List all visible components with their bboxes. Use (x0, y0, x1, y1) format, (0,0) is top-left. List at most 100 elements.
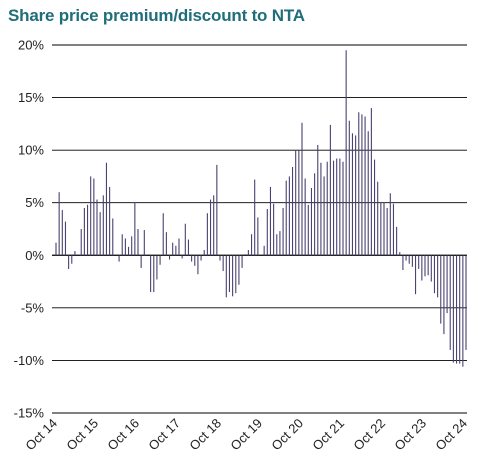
bar (187, 239, 190, 256)
bar (276, 234, 278, 256)
bar (127, 246, 130, 256)
bar (263, 245, 265, 256)
x-tick-label: Oct 16 (104, 416, 142, 454)
bar (279, 231, 281, 256)
bar (266, 209, 268, 256)
bar (361, 114, 363, 256)
bar (465, 255, 467, 350)
bar (285, 180, 287, 256)
bar (200, 255, 202, 261)
bar (336, 158, 338, 256)
bar (273, 203, 275, 256)
bar (257, 217, 259, 256)
bar (298, 150, 300, 256)
bar (247, 250, 249, 256)
bar (219, 255, 221, 261)
bar (389, 193, 391, 256)
bar (323, 176, 325, 256)
bar (282, 207, 284, 256)
bar (178, 238, 180, 256)
bar (437, 255, 439, 298)
bar (295, 150, 297, 256)
y-tick-label: 10% (18, 143, 44, 158)
bar (55, 242, 57, 256)
bar (386, 207, 388, 256)
bar (320, 162, 322, 256)
bar (159, 255, 161, 265)
bars (55, 50, 467, 367)
bar (162, 213, 164, 256)
bar (339, 158, 341, 256)
bar (399, 252, 401, 256)
bar (222, 255, 224, 272)
bar (342, 161, 344, 256)
bar (153, 255, 155, 293)
bar (64, 221, 67, 256)
y-tick-label: -15% (14, 406, 45, 421)
bar (355, 135, 357, 256)
bar (301, 122, 303, 256)
y-tick-label: 15% (18, 90, 44, 105)
bar (314, 173, 316, 256)
bar (143, 230, 145, 256)
gridlines (52, 44, 467, 414)
x-tick-label: Oct 22 (350, 416, 388, 454)
bar (373, 159, 376, 256)
bar (96, 199, 98, 256)
x-tick-label: Oct 21 (309, 416, 347, 454)
bar (370, 108, 372, 256)
bar (254, 179, 256, 256)
bar (250, 234, 253, 256)
bar (288, 176, 290, 256)
bar (440, 255, 442, 324)
x-tick-label: Oct 18 (186, 416, 224, 454)
y-axis-ticks: -15% -10% -5% 0% 5% 10% 15% 20% (14, 38, 45, 421)
bar (244, 254, 246, 256)
bar (424, 255, 426, 277)
bar (449, 255, 451, 350)
bar (402, 255, 404, 271)
bar (291, 166, 294, 256)
bar (102, 195, 104, 256)
bar (380, 202, 382, 256)
x-axis-ticks: Oct 14 Oct 15 Oct 16 Oct 17 Oct 18 Oct 19 Oct … (22, 416, 470, 454)
bar (418, 255, 420, 269)
bar (408, 255, 410, 264)
bar (345, 50, 347, 256)
x-tick-label: Oct 20 (268, 416, 306, 454)
bar (181, 255, 183, 259)
bar (134, 202, 136, 256)
bar (225, 255, 227, 298)
bar (83, 207, 85, 256)
bar (165, 232, 167, 256)
bar (99, 212, 101, 256)
bar (392, 203, 395, 256)
bar (137, 229, 139, 256)
bar (168, 255, 171, 260)
bar (150, 255, 152, 293)
bar (427, 255, 429, 276)
bar (433, 255, 436, 294)
bar (421, 255, 423, 281)
chart-title: Share price premium/discount to NTA (8, 6, 305, 25)
bar (332, 160, 335, 256)
bar (58, 192, 60, 256)
bar (68, 255, 70, 269)
bar (446, 255, 448, 314)
bar (383, 202, 385, 256)
bar (235, 255, 237, 294)
bar (455, 255, 458, 364)
bar (172, 242, 174, 256)
bar (86, 204, 89, 256)
bar (213, 195, 215, 256)
bar (443, 255, 445, 335)
bar (317, 144, 319, 256)
x-tick-label: Oct 19 (227, 416, 265, 454)
bar (411, 255, 413, 267)
bar (156, 255, 158, 280)
bar (326, 161, 328, 256)
y-tick-label: 5% (25, 195, 44, 210)
bar (329, 124, 331, 256)
bar (269, 186, 272, 256)
